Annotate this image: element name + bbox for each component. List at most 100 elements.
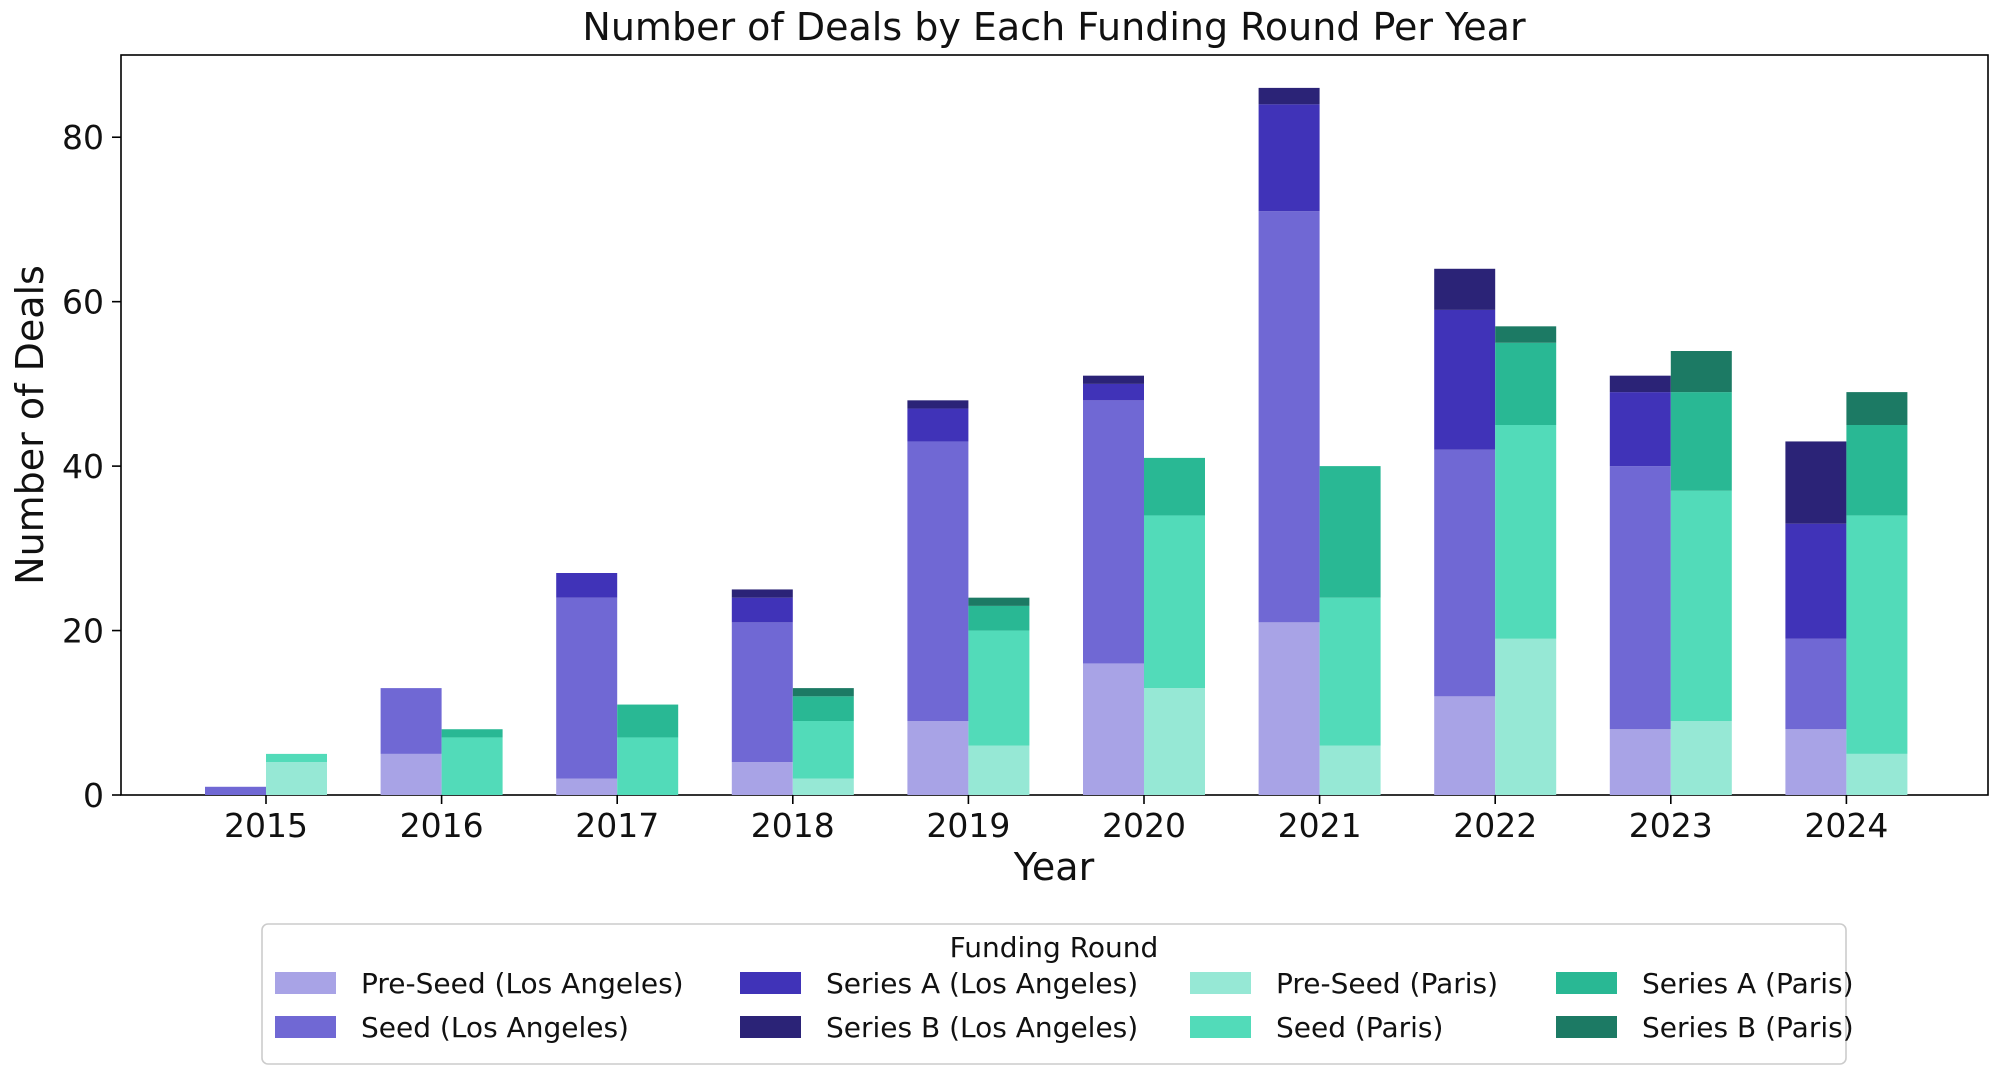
legend-title: Funding Round <box>950 931 1159 964</box>
legend-items: Pre-Seed (Los Angeles) Seed (Los Angeles)… <box>275 967 1854 1044</box>
bar-pre-seed-paris-2020 <box>1144 688 1205 795</box>
bar-seed-los-angeles-2023 <box>1609 466 1671 730</box>
legend-label-series-a-paris: Series A (Paris) <box>1642 967 1854 1000</box>
legend-box <box>261 923 1847 1065</box>
y-tick-label-80: 80 <box>62 118 104 157</box>
bar-pre-seed-los-angeles-2017 <box>556 778 618 795</box>
bar-pre-seed-los-angeles-2024 <box>1785 729 1847 795</box>
bar-series-a-paris-2020 <box>1144 457 1205 516</box>
plot-frame <box>120 54 1989 796</box>
bar-series-b-los-angeles-2022 <box>1434 268 1496 310</box>
bar-series-a-paris-2017 <box>617 704 679 738</box>
chart-title: Number of Deals by Each Funding Round Pe… <box>582 5 1526 49</box>
legend-swatch-seed-paris <box>1190 1016 1251 1038</box>
bar-seed-los-angeles-2018 <box>731 622 793 763</box>
bar-pre-seed-los-angeles-2018 <box>731 762 793 795</box>
bar-pre-seed-los-angeles-2019 <box>907 721 969 795</box>
bar-series-a-los-angeles-2019 <box>907 408 969 442</box>
axes-layer: 0 20 40 60 80 2015 2016 2017 2018 2019 2020 2021 202… <box>62 118 1888 845</box>
bar-series-b-paris-2022 <box>1495 326 1557 343</box>
legend-swatch-series-a-paris <box>1556 972 1617 994</box>
x-axis-label: Year <box>1013 845 1095 889</box>
bar-seed-los-angeles-2020 <box>1083 400 1144 664</box>
bar-series-a-paris-2018 <box>792 696 854 721</box>
bar-series-b-paris-2019 <box>968 597 1030 606</box>
bar-seed-paris-2016 <box>441 737 503 795</box>
bar-seed-los-angeles-2016 <box>380 688 442 754</box>
legend: Funding Round Pre-Seed (Los Angeles) Seed… <box>261 923 1854 1065</box>
bar-series-a-los-angeles-2023 <box>1609 392 1671 467</box>
x-tick-label-2021: 2021 <box>1278 806 1362 845</box>
x-tick-label-2018: 2018 <box>751 806 835 845</box>
bar-pre-seed-paris-2023 <box>1670 721 1732 795</box>
bar-seed-paris-2020 <box>1144 515 1205 689</box>
bar-series-b-los-angeles-2018 <box>731 589 793 598</box>
bar-series-a-los-angeles-2022 <box>1434 309 1496 450</box>
legend-swatch-series-a-los-angeles <box>740 972 801 994</box>
y-tick-label-20: 20 <box>62 612 104 651</box>
bar-series-b-paris-2018 <box>792 688 854 697</box>
y-tick-label-0: 0 <box>83 776 104 815</box>
legend-label-series-a-los-angeles: Series A (Los Angeles) <box>826 967 1138 1000</box>
bar-seed-paris-2018 <box>792 721 854 779</box>
x-tick-label-2020: 2020 <box>1102 806 1186 845</box>
bar-series-b-paris-2023 <box>1670 351 1732 393</box>
bar-pre-seed-paris-2021 <box>1319 745 1381 795</box>
legend-label-seed-los-angeles: Seed (Los Angeles) <box>361 1011 629 1044</box>
bar-series-a-paris-2021 <box>1319 466 1381 598</box>
legend-swatch-pre-seed-los-angeles <box>275 972 336 994</box>
bar-pre-seed-los-angeles-2021 <box>1258 622 1320 795</box>
y-axis-label: Number of Deals <box>8 265 52 585</box>
bar-series-b-los-angeles-2020 <box>1083 375 1144 384</box>
legend-swatch-series-b-los-angeles <box>740 1016 801 1038</box>
bar-pre-seed-paris-2019 <box>968 745 1030 795</box>
legend-label-seed-paris: Seed (Paris) <box>1276 1011 1443 1044</box>
bar-series-b-paris-2024 <box>1846 392 1908 425</box>
bar-series-a-los-angeles-2021 <box>1258 104 1320 212</box>
x-tick-label-2015: 2015 <box>224 806 308 845</box>
bar-seed-los-angeles-2017 <box>556 597 618 779</box>
bar-pre-seed-los-angeles-2023 <box>1609 729 1671 795</box>
bar-series-b-los-angeles-2021 <box>1258 87 1320 105</box>
bar-series-b-los-angeles-2024 <box>1785 441 1847 524</box>
legend-label-pre-seed-los-angeles: Pre-Seed (Los Angeles) <box>361 967 684 1000</box>
x-tick-label-2019: 2019 <box>926 806 1010 845</box>
bar-series-a-paris-2019 <box>968 605 1030 631</box>
bar-series-a-los-angeles-2018 <box>731 597 793 623</box>
bar-seed-los-angeles-2015 <box>205 786 266 795</box>
legend-label-pre-seed-paris: Pre-Seed (Paris) <box>1276 967 1498 1000</box>
legend-swatch-pre-seed-paris <box>1190 972 1251 994</box>
legend-swatch-seed-los-angeles <box>275 1016 336 1038</box>
bar-seed-los-angeles-2021 <box>1258 211 1320 623</box>
bar-seed-paris-2015 <box>266 753 327 763</box>
y-tick-label-60: 60 <box>62 283 104 322</box>
bar-pre-seed-los-angeles-2016 <box>380 753 442 795</box>
bar-pre-seed-paris-2015 <box>266 762 327 795</box>
legend-label-series-b-paris: Series B (Paris) <box>1642 1011 1854 1044</box>
x-tick-label-2016: 2016 <box>400 806 484 845</box>
bar-seed-paris-2021 <box>1319 597 1381 746</box>
x-tick-label-2017: 2017 <box>575 806 659 845</box>
y-tick-label-40: 40 <box>62 447 104 486</box>
bar-series-a-paris-2023 <box>1670 392 1732 491</box>
x-tick-label-2023: 2023 <box>1629 806 1713 845</box>
bar-pre-seed-paris-2018 <box>792 778 854 795</box>
bar-series-a-los-angeles-2020 <box>1083 383 1144 401</box>
bar-seed-los-angeles-2024 <box>1785 638 1847 730</box>
bar-seed-los-angeles-2019 <box>907 441 969 721</box>
bar-seed-los-angeles-2022 <box>1434 449 1496 697</box>
bar-series-b-los-angeles-2023 <box>1609 375 1671 393</box>
bar-series-b-los-angeles-2019 <box>907 400 969 409</box>
x-tick-label-2022: 2022 <box>1453 806 1537 845</box>
bar-series-a-paris-2016 <box>441 729 503 738</box>
x-tick-label-2024: 2024 <box>1804 806 1888 845</box>
bar-seed-paris-2024 <box>1846 515 1908 754</box>
bar-series-a-paris-2024 <box>1846 425 1908 516</box>
bar-series-a-los-angeles-2017 <box>556 573 618 598</box>
bar-seed-paris-2022 <box>1495 425 1557 639</box>
bars-layer <box>205 87 1908 795</box>
bar-series-a-paris-2022 <box>1495 342 1557 425</box>
legend-swatch-series-b-paris <box>1556 1016 1617 1038</box>
